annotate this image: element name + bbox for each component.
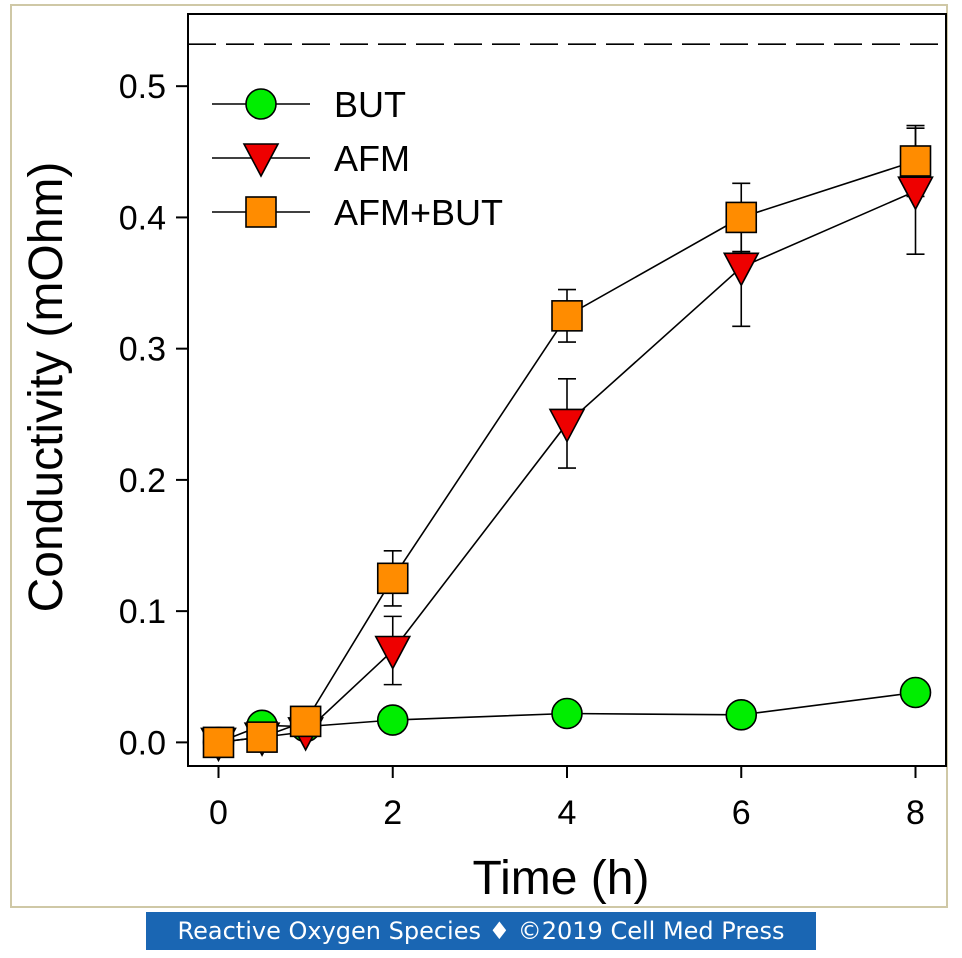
y-tick-label: 0.1 (119, 593, 166, 631)
legend-marker-afm-but (245, 196, 277, 228)
y-axis-title: Conductivity (mOhm) (20, 162, 73, 613)
y-tick-label: 0.5 (119, 68, 166, 106)
x-tick-label: 0 (209, 794, 228, 832)
legend-label-afm: AFM (334, 138, 410, 179)
data-point-afm (722, 252, 760, 287)
copyright-footer: Reactive Oxygen Species ♦ ©2019 Cell Med… (146, 912, 816, 950)
x-axis-title: Time (h) (473, 852, 650, 905)
legend-label-but: BUT (334, 84, 406, 125)
data-point-afm-but (289, 705, 322, 738)
data-point-afm-but (246, 721, 278, 753)
x-tick-label: 8 (906, 794, 925, 832)
x-tick-label: 6 (732, 794, 751, 832)
data-point-but (376, 704, 409, 736)
data-point-afm-but (551, 300, 583, 332)
y-tick-label: 0.3 (119, 331, 166, 369)
data-point-afm-but (376, 562, 409, 595)
legend-marker-but (245, 88, 277, 120)
x-tick-label: 4 (558, 794, 577, 832)
axes-layer: 0 2 4 6 8 0.0 0.1 0.2 0.3 0.4 0.5 Time (h) Conductiv… (20, 13, 947, 905)
legend: BUT AFM AFM+BUT (212, 84, 503, 233)
legend-label-afm-but: AFM+BUT (334, 192, 503, 233)
data-point-afm (548, 408, 586, 444)
data-point-afm (897, 176, 934, 211)
y-tick-label: 0.2 (119, 462, 166, 500)
data-point-afm-but (202, 726, 235, 759)
y-tick-label: 0.0 (119, 724, 166, 762)
data-point-afm-but (725, 201, 758, 234)
data-point-afm-but (899, 145, 932, 177)
y-tick-label: 0.4 (119, 199, 166, 237)
series-layer (200, 124, 934, 763)
legend-marker-afm (242, 143, 280, 178)
data-point-but (899, 676, 932, 709)
x-tick-label: 2 (383, 794, 402, 832)
data-point-but (725, 699, 758, 731)
data-point-afm (374, 635, 412, 671)
data-point-but (551, 697, 583, 730)
